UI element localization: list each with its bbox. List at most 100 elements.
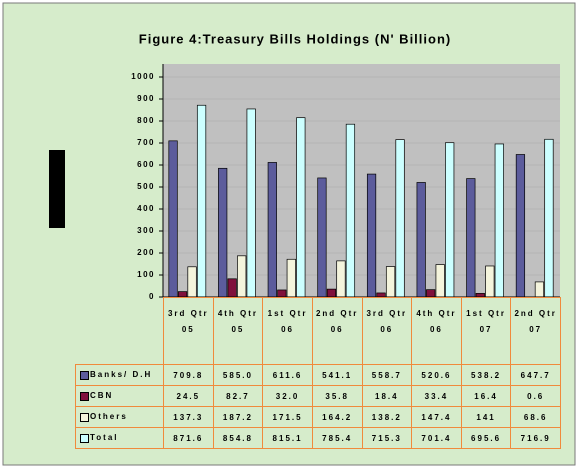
value-cell: 709.8 [163,364,214,386]
value-cell: 854.8 [212,427,264,449]
y-tick-label: 800 [137,116,155,125]
data-row: Others 137.3 187.2 171.5 164.2 138.2 147.4 141 6… [75,406,561,428]
value-cell: 0.6 [510,385,561,407]
value-cell: 701.4 [411,427,462,449]
value-cell: 585.0 [212,364,264,386]
bar [494,143,504,298]
y-tick-label: 400 [137,204,155,213]
blank-cell [75,297,164,365]
bar [317,177,327,298]
legend-cell: Banks/ D.H [75,364,164,386]
value-cell: 137.3 [163,406,214,428]
bar [237,255,247,298]
legend-label: Others [90,412,128,422]
category-label: 1st Qtr 06 [262,297,313,365]
bar [445,142,455,298]
value-cell: 68.6 [510,406,561,428]
bar [416,182,426,298]
value-cell: 611.6 [262,364,313,386]
category-label: 3rd Qtr 06 [361,297,413,365]
bar [515,154,526,298]
bar [485,265,495,298]
category-label: 2nd Qtr 07 [510,297,561,365]
bar [345,123,356,298]
value-cell: 871.6 [163,427,214,449]
plot-area [163,64,560,297]
legend-cell: Others [75,406,164,428]
value-cell: 715.3 [361,427,413,449]
y-tick-label: 0 [149,292,155,301]
value-cell: 32.0 [262,385,313,407]
legend-label: Total [90,433,119,443]
legend-swatch [80,433,89,443]
bar [246,108,256,298]
legend-swatch [80,412,89,422]
bar [218,167,228,298]
bar [286,258,296,298]
value-cell: 558.7 [361,364,413,386]
y-tick-label: 300 [137,226,155,235]
category-label: 3rd Qtr 05 [163,297,214,365]
bar [196,104,207,298]
bar [426,289,436,298]
category-label: 2nd Qtr 06 [311,297,363,365]
category-label: 1st Qtr 07 [460,297,512,365]
bar [267,162,277,298]
value-cell: 171.5 [262,406,313,428]
bar [326,288,337,298]
data-row: CBN 24.5 82.7 32.0 35.8 18.4 33.4 16.4 0.6 [75,385,561,407]
value-cell: 141 [460,406,512,428]
value-cell: 716.9 [510,427,561,449]
value-cell: 815.1 [262,427,313,449]
category-label: 4th Qtr 06 [411,297,462,365]
legend-swatch [80,370,89,380]
bar [366,173,377,298]
y-tick-label: 100 [137,270,155,279]
bar [187,266,197,298]
value-cell: 538.2 [460,364,512,386]
value-cell: 33.4 [411,385,462,407]
bar [277,289,287,298]
data-row: Banks/ D.H 709.8 585.0 611.6 541.1 558.7 520.6… [75,364,561,386]
value-cell: 35.8 [311,385,363,407]
value-cell: 16.4 [460,385,512,407]
bar [544,138,554,298]
bar [395,139,405,298]
value-cell: 147.4 [411,406,462,428]
value-cell: 785.4 [311,427,363,449]
bar [385,266,396,298]
legend-label: Banks/ D.H [90,370,153,380]
value-cell: 187.2 [212,406,264,428]
value-cell: 138.2 [361,406,413,428]
y-tick-label: 600 [137,160,155,169]
bar [296,117,306,298]
y-tick-label: 700 [137,138,155,147]
bar [336,260,346,298]
y-tick-label: 200 [137,248,155,257]
value-cell: 695.6 [460,427,512,449]
legend-cell: CBN [75,385,164,407]
value-cell: 82.7 [212,385,264,407]
legend-swatch [80,391,89,401]
chart-title: Figure 4:Treasury Bills Holdings (N' Bil… [139,31,451,46]
bar [227,278,237,298]
bar [168,140,178,298]
bar [534,281,545,298]
bar [466,178,476,298]
value-cell: 24.5 [163,385,214,407]
header-row: 3rd Qtr 05 4th Qtr 05 1st Qtr 06 2nd Qtr 06… [75,297,561,365]
value-cell: 541.1 [311,364,363,386]
value-cell: 647.7 [510,364,561,386]
value-cell: 520.6 [411,364,462,386]
black-block [49,150,65,228]
value-cell: 164.2 [311,406,363,428]
value-cell: 18.4 [361,385,413,407]
y-tick-label: 500 [137,182,155,191]
category-label: 4th Qtr 05 [212,297,264,365]
legend-cell: Total [75,427,164,449]
data-table: 3rd Qtr 05 4th Qtr 05 1st Qtr 06 2nd Qtr 06… [75,297,561,449]
y-tick-label: 1000 [131,72,155,81]
y-tick-label: 900 [137,94,155,103]
bar [435,264,445,298]
